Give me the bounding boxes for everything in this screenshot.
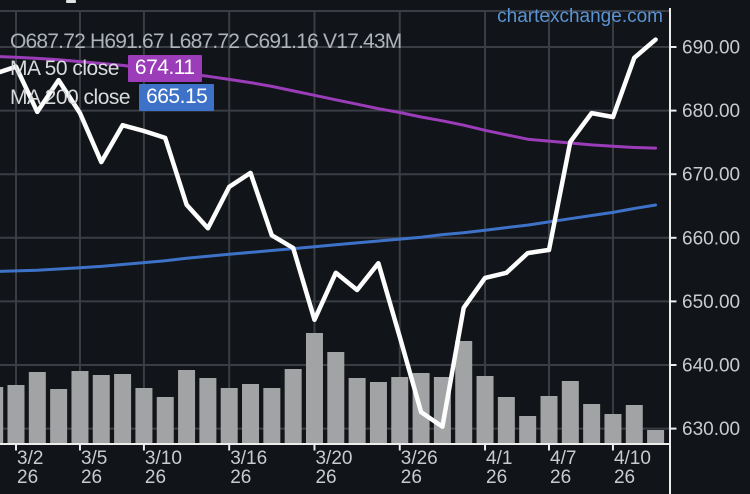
- price-axis-label: 680.00: [682, 101, 740, 122]
- volume-bar: [476, 376, 494, 444]
- date-label: 4/10: [614, 448, 651, 469]
- volume-bar: [327, 352, 345, 444]
- ma50-line: [0, 55, 658, 150]
- price-axis[interactable]: 690.00 680.00 670.00 660.00 650.00 640.00 630.…: [669, 8, 740, 494]
- date-label: 3/5: [81, 448, 107, 469]
- volume-bar: [625, 405, 643, 444]
- date-label: 3/10: [145, 448, 182, 469]
- volume-bar: [0, 387, 4, 444]
- volume-bar: [178, 370, 196, 444]
- date-label: 3/20: [315, 448, 352, 469]
- volume-bar: [604, 414, 622, 444]
- price-axis-label: 660.00: [682, 228, 740, 249]
- price-line: [0, 37, 658, 429]
- volume-bar: [220, 388, 238, 444]
- volume-bar: [50, 389, 68, 444]
- volume-bar: [561, 381, 579, 444]
- volume-bar: [497, 397, 515, 444]
- volume-bar: [455, 341, 473, 444]
- date-label: 3/16: [230, 448, 267, 469]
- volume-bar: [28, 372, 46, 444]
- volume-bar: [71, 371, 89, 444]
- date-label: 4/7: [550, 448, 576, 469]
- date-label: 3/26: [401, 448, 438, 469]
- volume-bars: [0, 333, 665, 444]
- volume-bar: [242, 384, 260, 444]
- volume-bar: [135, 388, 153, 444]
- date-year-label: 26: [17, 467, 38, 488]
- ma200-line: [0, 203, 658, 273]
- volume-bar: [519, 416, 537, 444]
- volume-bar: [199, 378, 217, 444]
- volume-bar: [305, 333, 323, 444]
- volume-bar: [7, 385, 25, 444]
- volume-bar: [369, 382, 387, 444]
- volume-bar: [583, 404, 601, 444]
- date-year-label: 26: [614, 467, 635, 488]
- volume-bar: [391, 377, 409, 444]
- volume-bar: [540, 396, 558, 444]
- volume-bar: [92, 375, 110, 444]
- price-axis-label: 640.00: [682, 356, 740, 377]
- cropped-title-fragment: [66, 0, 76, 3]
- price-axis-label: 690.00: [682, 38, 740, 59]
- date-year-label: 26: [230, 467, 251, 488]
- date-year-label: 26: [315, 467, 336, 488]
- volume-bar: [263, 388, 281, 444]
- date-year-label: 26: [401, 467, 422, 488]
- price-axis-label: 650.00: [682, 292, 740, 313]
- price-axis-label: 630.00: [682, 419, 740, 440]
- volume-bar: [156, 397, 174, 444]
- time-axis[interactable]: 3/2263/5263/10263/16263/20263/26264/1264…: [0, 443, 670, 488]
- date-label: 4/1: [486, 448, 512, 469]
- date-year-label: 26: [486, 467, 507, 488]
- volume-bar: [114, 374, 132, 444]
- date-year-label: 26: [550, 467, 571, 488]
- date-year-label: 26: [81, 467, 102, 488]
- date-label: 3/2: [17, 448, 43, 469]
- date-year-label: 26: [145, 467, 166, 488]
- price-axis-label: 670.00: [682, 165, 740, 186]
- volume-bar: [647, 430, 665, 444]
- volume-bar: [348, 378, 366, 444]
- volume-bar: [284, 369, 302, 444]
